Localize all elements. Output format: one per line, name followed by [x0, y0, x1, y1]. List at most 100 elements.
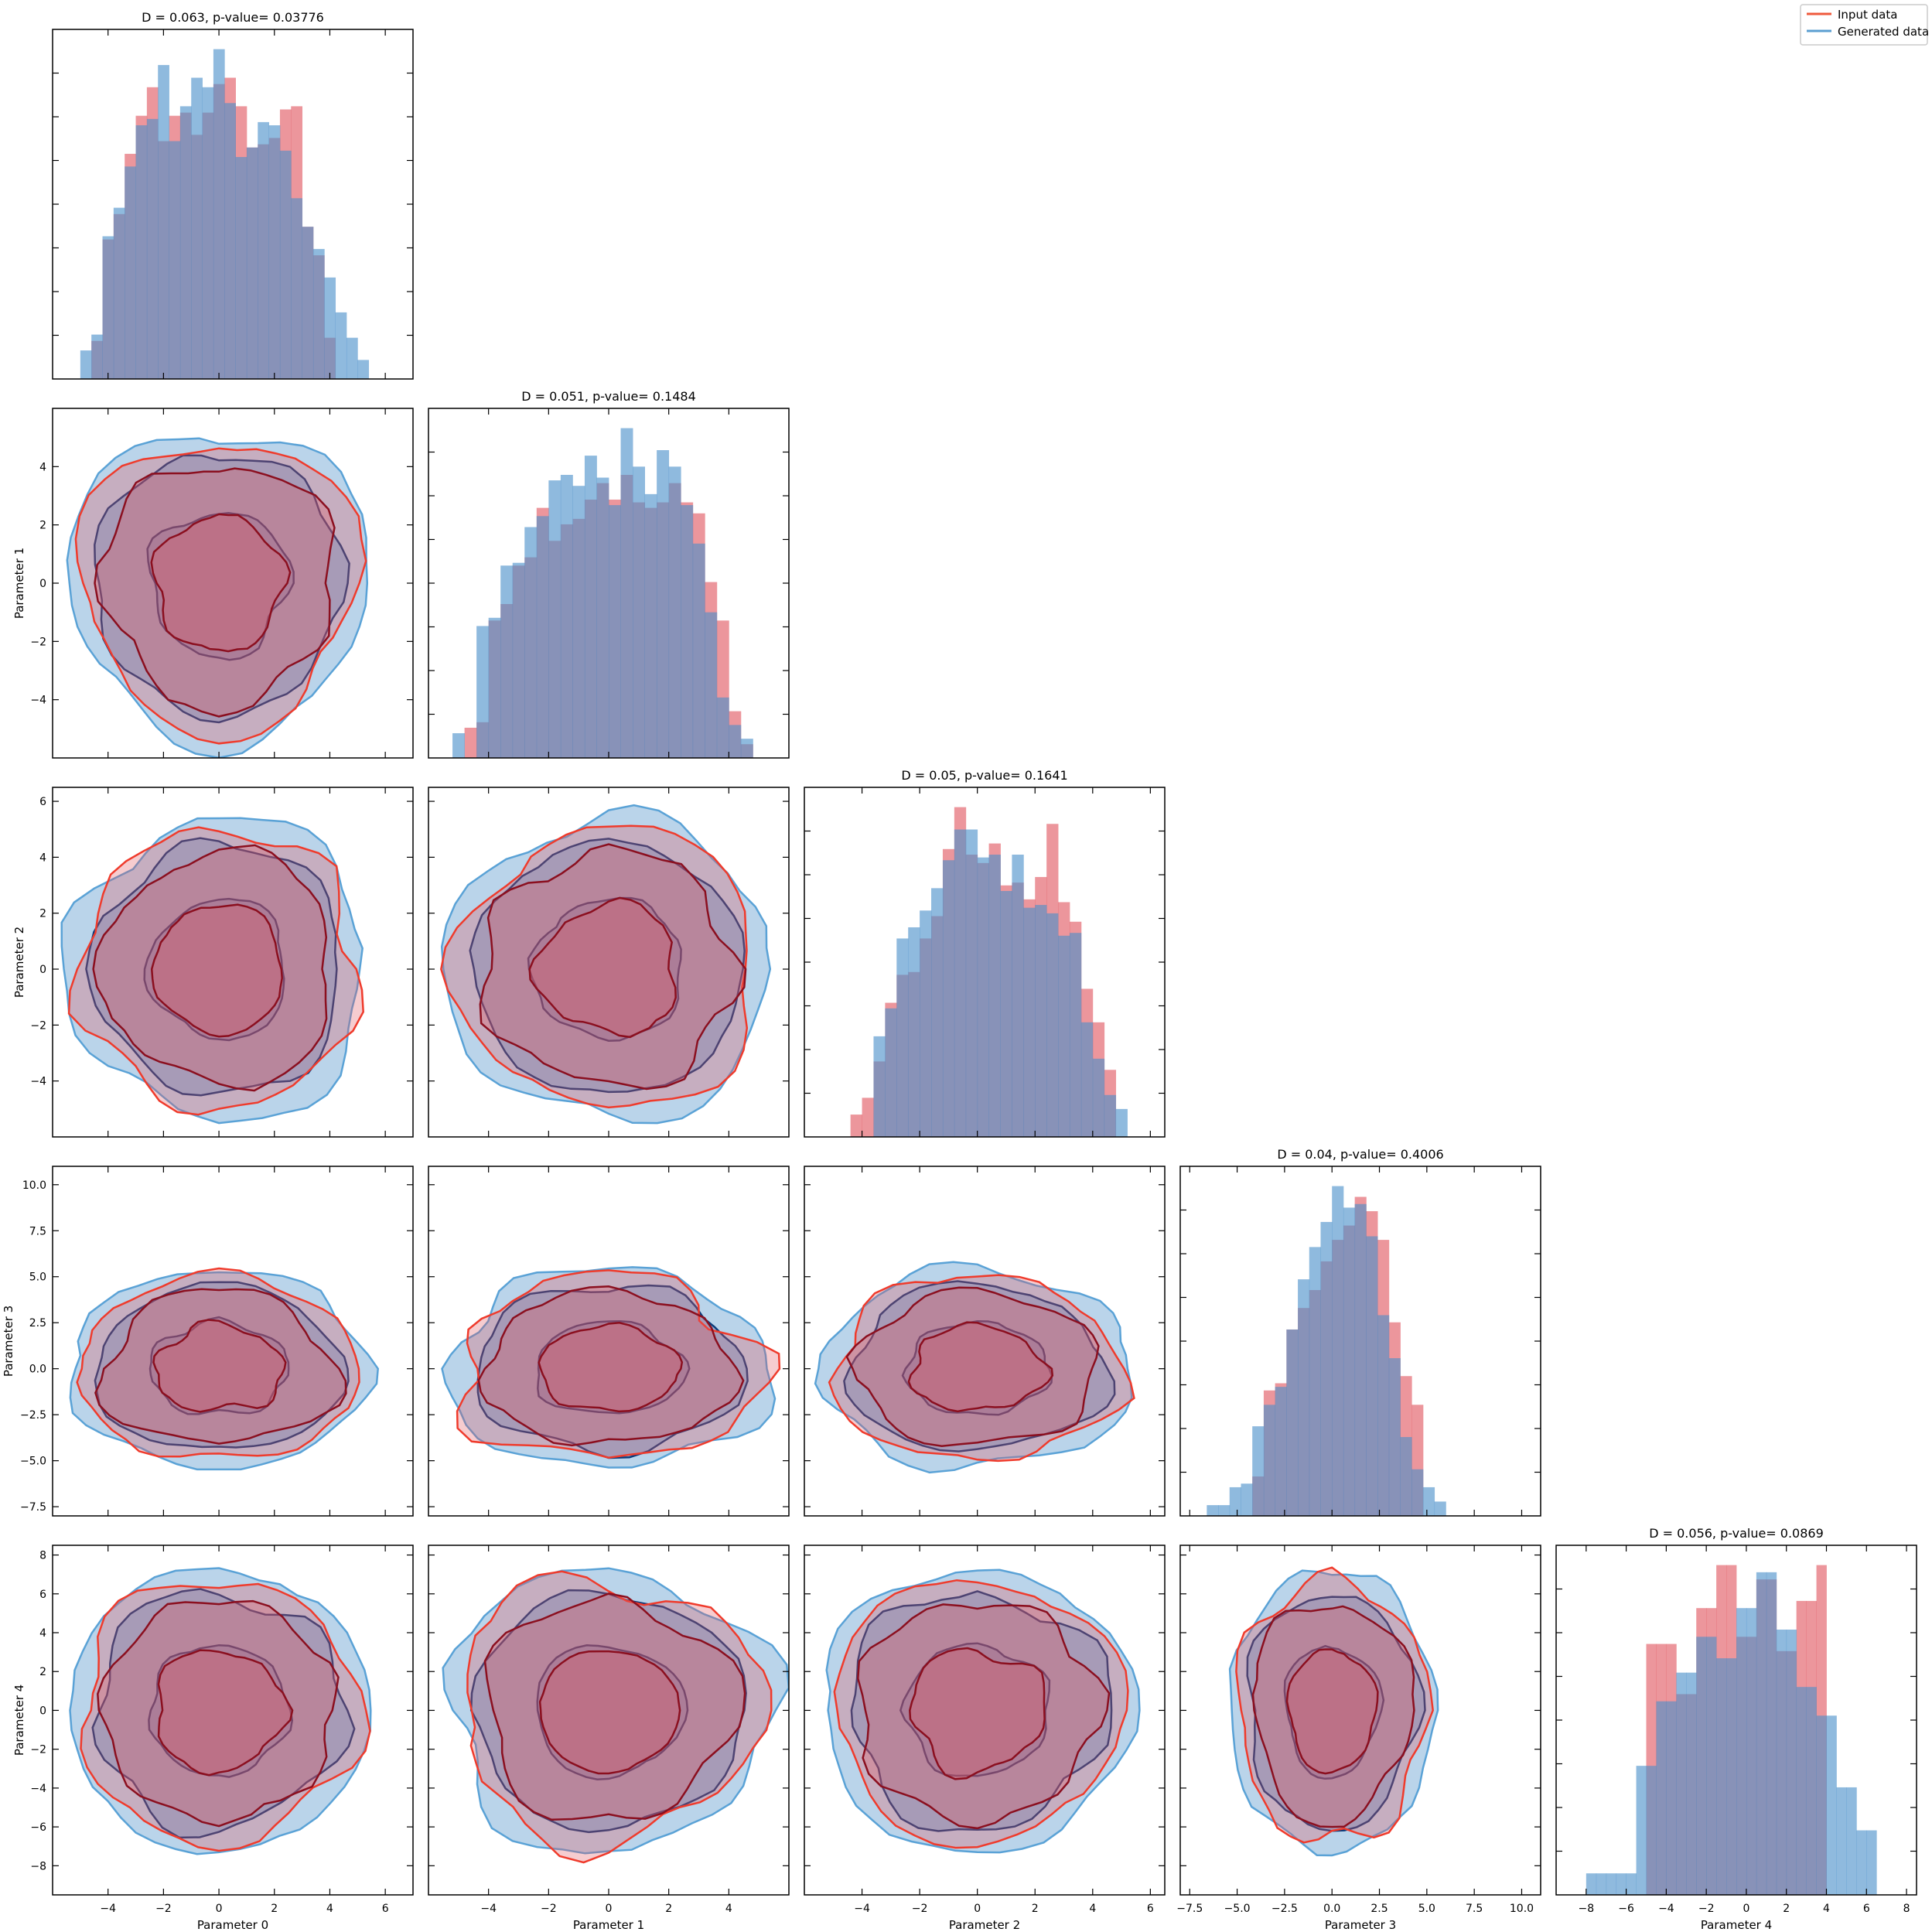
x-tick-label: 4 [725, 1903, 732, 1915]
histogram-bar-generated [91, 334, 103, 379]
generated-contour [69, 1567, 372, 1855]
y-axis-label: Parameter 4 [12, 1685, 26, 1756]
histogram-bar-generated [1000, 890, 1012, 1137]
histogram-bar-generated [705, 612, 718, 758]
histogram-bar-input [862, 1097, 874, 1137]
y-tick-label: −2 [30, 636, 46, 648]
histogram-bar-generated [191, 77, 203, 380]
histogram-bar-generated [1046, 913, 1059, 1137]
histogram-bar-generated [1696, 1637, 1707, 1895]
contour-panel-4-3: −7.5 −5.0 −2.5 0.0 2.5 5.0 7.5 10.0 Parameter 3 [1176, 1545, 1541, 1932]
y-tick-label: 7.5 [29, 1225, 46, 1237]
generated-contour [441, 1266, 777, 1469]
histogram-bar-generated [657, 450, 670, 758]
generated-contour [814, 1261, 1133, 1474]
histogram-bar-generated [1646, 1766, 1657, 1895]
histogram-bar-generated [1092, 1058, 1105, 1137]
y-tick-label: −4 [30, 1076, 46, 1088]
histogram-bar-generated [1796, 1687, 1807, 1895]
generated-contour [537, 1320, 691, 1415]
histogram-bar-generated [246, 147, 258, 380]
generated-contour [69, 1271, 379, 1471]
contour-layers [69, 1567, 372, 1855]
histogram-panel-3: D = 0.04, p-value= 0.4006 [1179, 1147, 1541, 1517]
x-tick-label: 0 [1743, 1903, 1749, 1915]
histogram-bar-generated [1626, 1873, 1637, 1895]
histogram-bar-generated [1400, 1437, 1412, 1516]
histogram-bar-generated [179, 106, 192, 379]
contour-panel-2-0: −4 −2 0 2 4 6 Parameter 2 [12, 787, 414, 1138]
generated-contour [91, 1588, 356, 1839]
histogram-bar-generated [1354, 1203, 1367, 1516]
input-contour [1235, 1566, 1434, 1844]
input-contour [538, 1322, 684, 1413]
histogram-bar-generated [113, 207, 125, 379]
histogram-bar-generated [102, 236, 114, 379]
input-contour [477, 1285, 745, 1447]
y-tick-label: 2 [39, 520, 46, 532]
x-tick-label: 8 [1903, 1903, 1910, 1915]
input-contour [466, 1570, 773, 1864]
x-tick-label: −2 [912, 1903, 928, 1915]
contour-panel-4-2: −4 −2 0 2 4 6 Parameter 2 [804, 1545, 1166, 1932]
histogram-bar-generated [80, 350, 92, 379]
contour-layers [1228, 1566, 1439, 1857]
x-tick-label: 2 [665, 1903, 672, 1915]
x-tick-label: 7.5 [1466, 1903, 1483, 1915]
histogram-bar-generated [740, 739, 753, 758]
input-contour [479, 843, 747, 1091]
y-tick-label: 5.0 [29, 1272, 46, 1284]
generated-contour [899, 1642, 1051, 1777]
contour-panel-2-1 [428, 787, 790, 1138]
x-axis-label: Parameter 4 [1701, 1918, 1772, 1932]
generated-contour [143, 897, 285, 1042]
histogram-bar-generated [476, 626, 490, 758]
x-tick-label: −4 [100, 1903, 116, 1915]
histogram-bar-generated [716, 697, 729, 758]
x-tick-label: 4 [1823, 1903, 1830, 1915]
histogram-title: D = 0.063, p-value= 0.03776 [142, 10, 324, 25]
histogram-bar-generated [1229, 1487, 1241, 1516]
input-contour [440, 824, 749, 1109]
y-tick-label: 0 [39, 964, 46, 976]
generated-contour [1228, 1569, 1439, 1857]
input-contour [1285, 1648, 1379, 1775]
y-tick-label: 2.5 [29, 1317, 46, 1330]
input-contour [845, 1286, 1100, 1447]
histogram-bar-generated [560, 474, 573, 758]
histogram-bar-generated [213, 49, 225, 380]
contour-panel-4-0: −4 −2 0 2 4 6 −8 −6 −4 −2 0 2 4 6 8 Parameter 0 Paramete… [12, 1545, 414, 1932]
x-tick-label: −2.5 [1272, 1903, 1298, 1915]
input-contour [94, 1288, 347, 1445]
histogram-bar-generated [644, 493, 657, 758]
histogram-bar-generated [1207, 1505, 1219, 1516]
histogram-bar-generated [224, 103, 236, 380]
input-contour [833, 1579, 1129, 1849]
histogram-bar-generated [1676, 1672, 1687, 1895]
histogram-bar-generated [235, 156, 247, 379]
histogram-panel-4: −8 −6 −4 −2 0 2 4 6 8 Parameter 4 D = 0.056, p-val… [1555, 1526, 1917, 1932]
x-tick-label: 2 [271, 1903, 278, 1915]
input-contour [909, 1647, 1046, 1780]
histogram-bar-generated [1012, 855, 1024, 1137]
generated-contour [1246, 1596, 1426, 1832]
histogram-bar-generated [1666, 1701, 1677, 1895]
histogram-bar-generated [572, 486, 585, 758]
generated-contour [901, 1319, 1053, 1416]
generated-contour [536, 1644, 689, 1780]
histogram-bar-generated [620, 428, 633, 758]
histogram-bar-generated [1023, 907, 1036, 1137]
histogram-panel-2: D = 0.05, p-value= 0.1641 [804, 768, 1166, 1138]
contour-panel-3-1 [428, 1166, 790, 1517]
y-tick-label: 2 [39, 908, 46, 920]
histogram-bar-generated [681, 505, 694, 758]
histogram-bar-generated [452, 733, 465, 758]
x-tick-label: 6 [382, 1903, 389, 1915]
histogram-bar-generated [1377, 1315, 1390, 1516]
histogram-bar-generated [1746, 1608, 1757, 1895]
x-tick-label: −7.5 [1176, 1903, 1203, 1915]
histogram-bar-generated [324, 277, 336, 379]
x-tick-label: 6 [1147, 1903, 1154, 1915]
panels-group: D = 0.063, p-value= 0.03776 D = 0.051, p-… [2, 10, 1917, 1932]
histogram-bar-generated [1069, 933, 1082, 1137]
